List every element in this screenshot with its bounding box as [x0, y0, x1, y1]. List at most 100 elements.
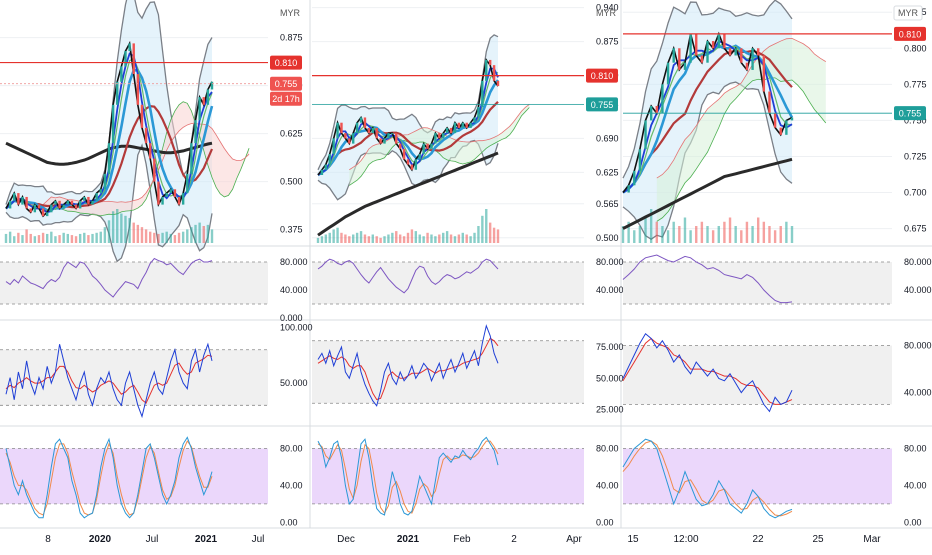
- rsi-band: [0, 262, 268, 304]
- price-candle: [638, 149, 642, 171]
- price-candle: [406, 159, 410, 165]
- countdown-label: 2d 17h: [272, 94, 300, 104]
- price-candle: [700, 55, 704, 63]
- rsi-line-0: [622, 254, 793, 304]
- volume-bar: [638, 226, 642, 243]
- volume-bar: [103, 227, 107, 243]
- srsi-line-1: [622, 438, 793, 519]
- x-axis-label: 8: [45, 534, 51, 545]
- volume-bar: [128, 218, 131, 243]
- volume-bar: [461, 232, 464, 243]
- price-candle: [13, 193, 16, 201]
- volume-bar: [165, 231, 168, 243]
- volume-bar: [683, 217, 687, 243]
- volume-bar: [418, 234, 421, 243]
- currency-label: MYR: [893, 5, 923, 21]
- volume-bar: [17, 232, 20, 243]
- last-price-label: 0.755: [899, 109, 922, 119]
- price-candle: [633, 170, 636, 186]
- stoch-band: [312, 340, 584, 404]
- price-candle: [627, 185, 630, 193]
- volume-bar: [655, 221, 658, 243]
- price-candle: [206, 89, 210, 105]
- price-candle: [426, 143, 429, 149]
- volume-bar: [83, 232, 86, 243]
- volume-bar: [445, 231, 449, 243]
- volume-bar: [457, 234, 461, 243]
- volume-bar: [711, 230, 715, 243]
- stoch-tick-label: 100.000: [280, 323, 313, 333]
- price-candle: [666, 62, 670, 85]
- last-price-label: 0.755: [591, 100, 614, 110]
- price-candle: [678, 48, 681, 70]
- volume-bar: [678, 226, 681, 243]
- x-axis-label: 2021: [195, 534, 218, 545]
- price-tick-label: 0.750: [904, 115, 927, 125]
- volume-bar: [745, 221, 749, 243]
- price-candle: [644, 120, 647, 150]
- price-candle: [717, 33, 720, 49]
- price-candle: [442, 133, 445, 139]
- price-candle: [128, 43, 131, 52]
- price-candle: [430, 143, 433, 149]
- volume-bar: [37, 235, 41, 243]
- volume-bar: [4, 233, 8, 243]
- rsi-tick-label: 0.000: [280, 313, 303, 323]
- price-candle: [348, 138, 351, 144]
- volume-bar: [107, 220, 111, 243]
- volume-bar: [473, 232, 476, 243]
- srsi-tick-label: 0.00: [280, 517, 298, 527]
- x-axis-label: Jul: [146, 534, 159, 545]
- volume-bar: [46, 233, 49, 243]
- volume-bar: [99, 231, 102, 243]
- volume-bar: [95, 232, 98, 243]
- resistance-badge: [894, 26, 926, 41]
- volume-bar: [485, 209, 488, 243]
- srsi-line-1: [317, 436, 499, 516]
- volume-bar: [371, 234, 374, 243]
- price-candle: [414, 159, 418, 170]
- volume-bar: [406, 232, 410, 243]
- price-candle: [320, 169, 324, 175]
- price-candle: [324, 164, 328, 170]
- price-candle: [144, 127, 148, 144]
- x-axis-label: Apr: [566, 534, 582, 545]
- countdown-badge: [270, 91, 302, 106]
- moving-average-mid: [5, 104, 214, 210]
- volume-bar: [465, 234, 468, 243]
- stoch-tick-label: 80.000: [904, 341, 932, 351]
- volume-bar: [340, 232, 343, 243]
- price-candle: [398, 143, 402, 149]
- volume-bar: [181, 231, 185, 243]
- volume-bar: [132, 222, 135, 243]
- last-price-badge: [894, 106, 926, 121]
- price-candle: [336, 122, 339, 139]
- chart-panel-intraday: 0.8250.8000.7750.7500.7250.7000.675MYR0.…: [621, 0, 932, 545]
- price-candle: [418, 154, 421, 160]
- price-candle: [8, 200, 12, 209]
- srsi-tick-label: 80.00: [280, 443, 303, 453]
- price-candle: [332, 138, 335, 155]
- volume-bar: [391, 232, 394, 243]
- price-candle: [25, 196, 28, 209]
- price-candle: [402, 148, 406, 160]
- currency-text: MYR: [280, 8, 301, 18]
- volume-bar: [58, 235, 61, 243]
- volume-bar: [13, 236, 16, 243]
- price-candle: [66, 200, 69, 205]
- price-candle: [41, 208, 45, 217]
- price-candle: [438, 133, 441, 139]
- price-tick-label: 0.500: [596, 233, 619, 243]
- volume-bar: [644, 217, 647, 243]
- volume-bar: [202, 226, 205, 243]
- price-candle: [790, 117, 794, 121]
- volume-bar: [161, 232, 164, 243]
- last-price-badge: [270, 76, 302, 91]
- volume-bar: [8, 231, 12, 243]
- rsi-tick-label: 40.000: [280, 285, 308, 295]
- resistance-label: 0.810: [899, 29, 922, 39]
- currency-text: MYR: [898, 8, 919, 18]
- price-candle: [457, 122, 461, 128]
- volume-bar: [757, 217, 760, 243]
- price-candle: [46, 212, 49, 217]
